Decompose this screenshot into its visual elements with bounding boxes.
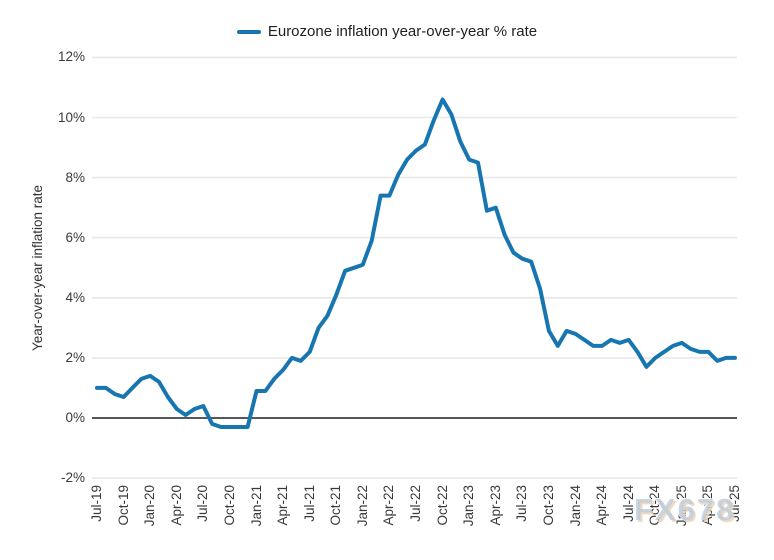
x-tick-label: Jul-21: [301, 485, 317, 522]
x-tick-label: Apr-22: [381, 485, 397, 526]
y-tick-label: 2%: [65, 349, 85, 365]
x-tick-label: Jan-24: [567, 485, 583, 527]
y-tick-label: 8%: [65, 169, 85, 185]
x-tick-label: Jan-23: [461, 485, 477, 527]
x-tick-label: Jul-23: [514, 485, 530, 522]
x-tick-label: Jul-22: [408, 485, 423, 522]
y-tick-label: 10%: [57, 109, 85, 125]
x-tick-label: Jan-20: [142, 485, 158, 527]
legend: Eurozone inflation year-over-year % rate: [0, 23, 774, 40]
x-tick-label: Apr-20: [168, 485, 184, 526]
y-tick-label: 12%: [57, 49, 85, 65]
x-tick-label: Apr-21: [275, 485, 291, 526]
legend-label: Eurozone inflation year-over-year % rate: [267, 23, 538, 40]
y-tick-label: 4%: [65, 289, 85, 305]
legend-line-marker-icon: [236, 29, 261, 34]
x-tick-label: Oct-21: [328, 485, 344, 526]
y-tick-label: -2%: [60, 470, 85, 486]
x-tick-label: Apr-23: [487, 485, 503, 526]
x-tick-label: Jul-20: [195, 485, 211, 522]
x-tick-label: Jul-19: [89, 485, 104, 522]
x-tick-label: Apr-24: [594, 485, 610, 526]
x-tick-label: Oct-22: [434, 485, 450, 526]
x-tick-label: Oct-20: [221, 485, 237, 526]
x-tick-label: Oct-23: [540, 485, 556, 526]
x-tick-label: Oct-19: [115, 485, 131, 526]
watermark: FX678: [634, 492, 736, 527]
y-tick-label: 0%: [65, 410, 85, 425]
y-tick-label: 6%: [65, 229, 85, 245]
x-tick-label: Jan-22: [354, 485, 370, 527]
inflation-line-series: [95, 97, 737, 429]
x-tick-label: Jan-21: [248, 485, 264, 527]
